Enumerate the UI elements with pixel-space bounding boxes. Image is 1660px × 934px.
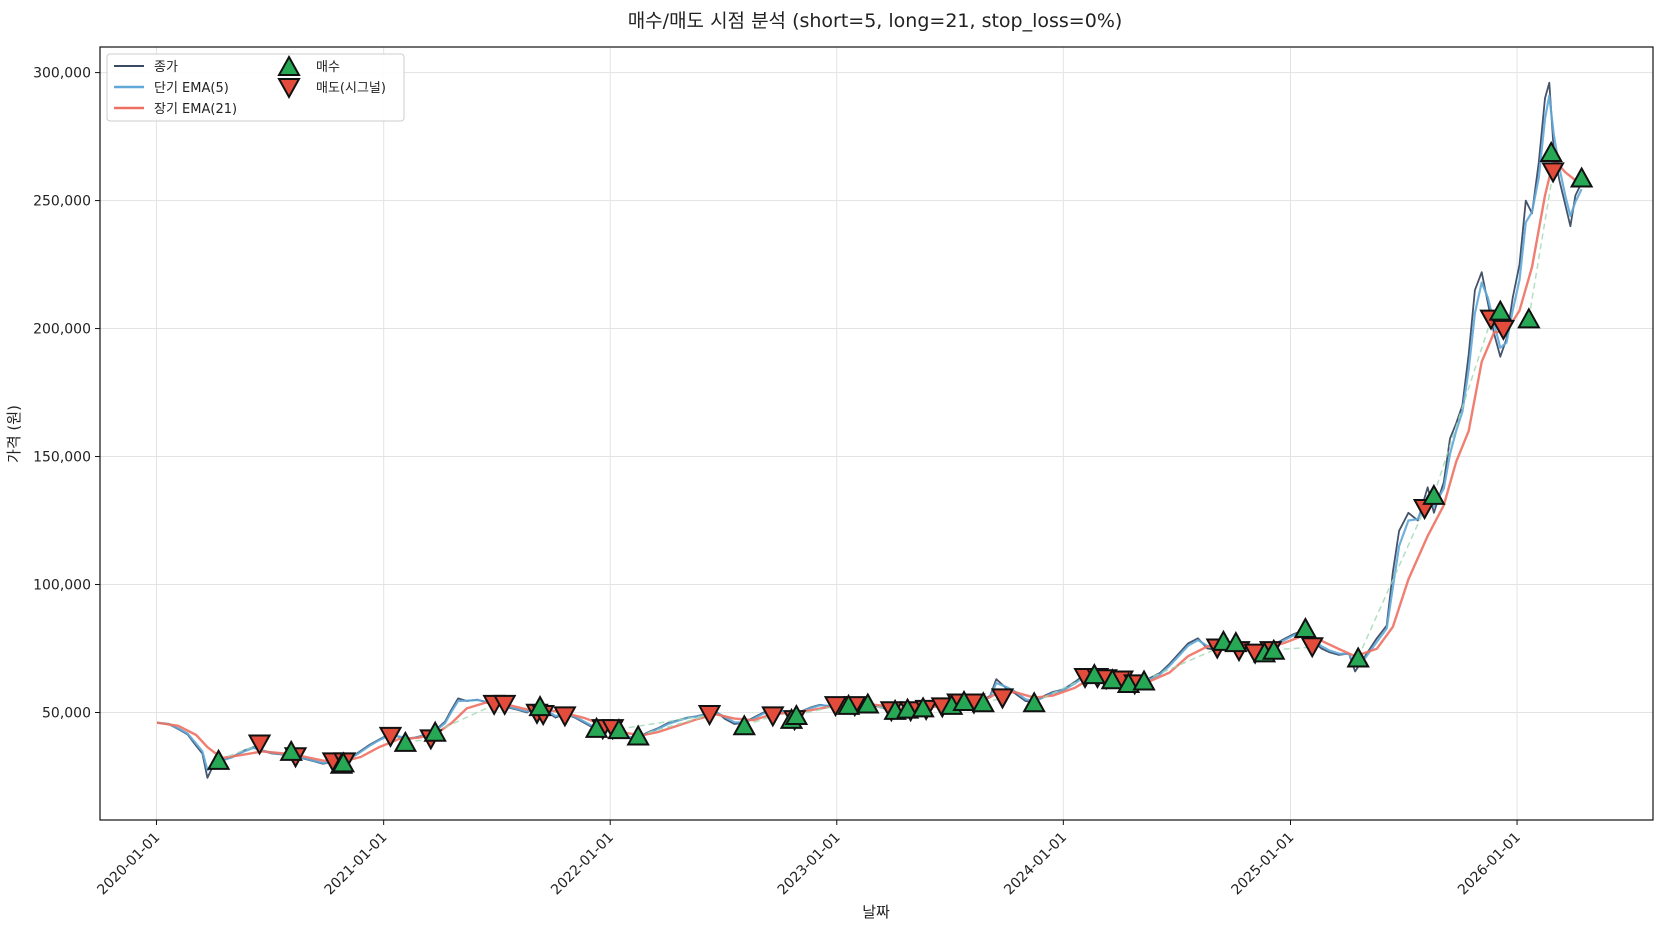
x-tick-label: 2020-01-01 [94,830,163,899]
y-tick-label: 250,000 [33,194,91,210]
legend-label-buy: 매수 [316,60,340,75]
buy-marker [331,751,356,773]
buy-marker [856,692,880,714]
sell-marker [247,734,272,756]
y-tick-label: 300,000 [33,66,91,82]
sell-marker [378,726,403,748]
ema-long-line [156,158,1583,764]
close-price-line [156,81,1583,779]
buy-marker [528,695,552,717]
buy-marker [1422,483,1446,505]
buy-marker [1346,646,1370,668]
buy-marker [1293,616,1318,639]
sell-marker [697,705,722,727]
legend-label-ema-short: 단기 EMA(5) [154,81,229,96]
buy-marker [1116,672,1141,694]
buy-marker [1100,668,1125,690]
sell-marker [823,696,848,718]
buy-marker [1224,631,1248,653]
buy-marker [279,739,303,761]
plot-frame [99,46,1654,821]
y-tick-label: 200,000 [33,322,91,338]
trade-link-line [1357,508,1426,658]
x-tick-label: 2022-01-01 [548,830,617,899]
x-tick-label: 2021-01-01 [322,830,391,899]
x-tick-label: 2026-01-01 [1455,830,1524,899]
x-tick-label: 2025-01-01 [1228,830,1297,899]
sell-marker [990,688,1015,710]
trade-markers [206,140,1594,774]
trade-link-line [1528,172,1554,319]
sell-marker [1491,319,1516,341]
trade-link-line [637,714,710,737]
x-axis-label: 날짜 [862,903,890,921]
buy-marker [607,718,631,740]
legend-label-sell: 매도(시그널) [316,81,386,96]
buy-marker [836,693,861,715]
y-tick-label: 100,000 [33,578,91,594]
buy-marker [911,696,935,718]
sell-marker [761,706,785,728]
legend-label-ema-long: 장기 EMA(21) [154,102,237,117]
sell-marker [553,706,577,728]
y-tick-label: 50,000 [42,705,91,721]
trade-link-line [434,704,495,733]
legend-label-close: 종가 [154,60,178,75]
buy-marker [626,724,650,746]
trade-link-line [618,714,710,730]
x-tick-label: 2024-01-01 [1001,830,1070,899]
buy-marker [784,703,809,726]
buy-marker [1488,299,1513,321]
sell-marker [492,694,517,716]
y-tick-label: 150,000 [33,450,91,466]
buy-marker [1082,663,1107,685]
legend-box [106,53,405,122]
legend: 종가 단기 EMA(5) 장기 EMA(21) 매수 매도(시그널) [106,53,405,122]
buy-marker [1262,638,1286,660]
buy-marker [952,689,976,711]
buy-marker [1517,307,1541,329]
buy-marker [1132,669,1156,691]
trade-link-line [796,705,836,716]
trade-link-line [1143,647,1218,682]
sell-marker [1300,637,1324,659]
x-tick-label: 2023-01-01 [775,830,844,899]
trade-links [218,151,1554,765]
buy-marker [895,697,920,719]
chart-title: 매수/매도 시점 분석 (short=5, long=21, stop_loss… [628,10,1123,32]
buy-marker [206,748,231,770]
x-axis: 2020-01-01 2021-01-01 2022-01-01 2023-01-01… [94,820,1524,899]
y-axis: 50,000 100,000 150,000 200,000 250,000 300,00… [33,66,100,721]
trade-link-line [218,743,260,761]
buy-marker [393,730,418,752]
y-axis-label: 가격 (원) [5,405,23,463]
buy-marker [1022,691,1046,713]
buy-marker [584,716,609,738]
ema-short-line [156,94,1583,772]
series-lines [156,81,1583,779]
buy-marker [423,720,447,742]
legend-buy-icon [277,54,301,76]
trade-link-line [1273,646,1313,651]
legend-sell-icon [277,78,301,100]
buy-marker [732,714,756,736]
trade-link-line [1433,319,1492,496]
buy-marker [1569,166,1594,188]
buy-marker [971,691,995,713]
sell-marker [1541,162,1565,184]
buy-marker [1539,140,1563,162]
